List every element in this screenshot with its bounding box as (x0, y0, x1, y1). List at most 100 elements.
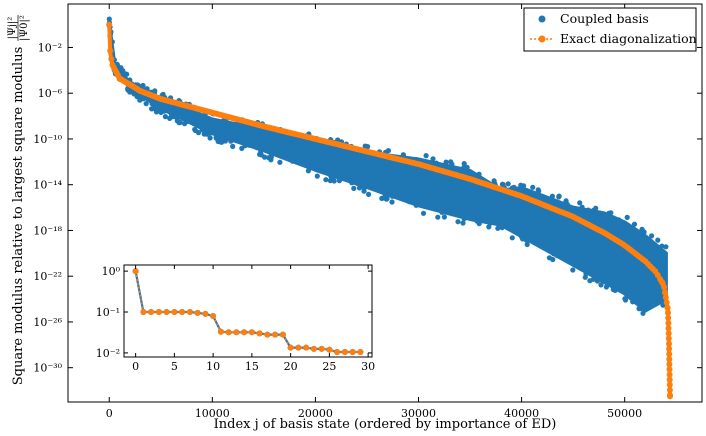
coupled-basis-point (463, 191, 469, 197)
coupled-basis-point (476, 221, 482, 227)
coupled-basis-point (384, 158, 390, 164)
coupled-basis-point (486, 224, 492, 230)
coupled-basis-point (247, 132, 253, 138)
y-tick-label: 10⁻³⁰ (33, 362, 62, 375)
coupled-basis-point (471, 213, 477, 219)
coupled-basis-point (653, 294, 659, 300)
coupled-basis-point (511, 184, 517, 190)
coupled-basis-point (603, 284, 610, 290)
coupled-basis-point (194, 114, 200, 120)
inset-exact-diagonalization-point (256, 330, 263, 337)
main-plot: 0 10000 20000 30000 40000 50000 10⁻² 10⁻⁶ 10⁻¹⁰… (33, 3, 703, 420)
coupled-basis-point (321, 147, 327, 153)
coupled-basis-point (370, 178, 376, 184)
coupled-basis-point (593, 260, 599, 266)
coupled-basis-point (219, 135, 225, 141)
coupled-basis-point (570, 206, 576, 212)
inset-exact-diagonalization-point (148, 309, 155, 315)
exact-diagonalization-point (665, 335, 672, 342)
coupled-basis-point (640, 310, 646, 316)
coupled-basis-point (450, 184, 456, 190)
coupled-basis-point (317, 142, 323, 148)
coupled-basis-point (641, 229, 647, 235)
coupled-basis-point (348, 176, 354, 182)
coupled-basis-point (455, 219, 461, 225)
coupled-basis-point (581, 244, 587, 250)
coupled-basis-point (394, 181, 400, 187)
coupled-basis-point (571, 241, 577, 247)
coupled-basis-point (398, 168, 404, 174)
coupled-basis-point (355, 173, 361, 179)
coupled-basis-point (530, 220, 536, 226)
coupled-basis-point (621, 264, 627, 270)
coupled-basis-point (500, 218, 506, 224)
coupled-basis-point (332, 168, 338, 174)
coupled-basis-point (167, 109, 173, 115)
inset-exact-diagonalization-line (134, 270, 361, 353)
coupled-basis-point (323, 177, 329, 183)
coupled-basis-point (374, 183, 380, 189)
exact-diagonalization-point (663, 299, 670, 306)
coupled-basis-point (618, 253, 624, 259)
coupled-basis-point (587, 227, 593, 234)
y-tick-label: 10⁻² (38, 41, 62, 54)
coupled-basis-point (389, 199, 395, 205)
coupled-basis-point (374, 172, 380, 178)
coupled-basis-point (309, 164, 315, 171)
coupled-basis-point (476, 171, 482, 177)
coupled-basis-point (496, 214, 502, 221)
coupled-basis-point (355, 162, 362, 168)
coupled-basis-point (315, 151, 321, 157)
coupled-basis-point (599, 239, 605, 245)
coupled-basis-point (320, 162, 326, 168)
coupled-basis-point (258, 152, 264, 158)
coupled-basis-point (420, 210, 427, 216)
exact-diagonalization-point (666, 366, 673, 373)
coupled-basis-point (568, 223, 574, 229)
coupled-basis-point (383, 165, 389, 171)
exact-diagonalization-point (108, 56, 115, 62)
coupled-basis-point (499, 225, 505, 231)
y-tick-label: 10⁻¹⁰ (33, 133, 62, 146)
coupled-basis-point (361, 161, 367, 168)
coupled-basis-point (494, 197, 500, 203)
coupled-basis-point (624, 255, 630, 261)
inset-exact-diagonalization-point (248, 329, 255, 336)
coupled-basis-point (535, 187, 541, 193)
inset-y-tick-label: 10⁻² (96, 347, 120, 360)
coupled-basis-point (362, 176, 368, 182)
coupled-basis-point (398, 174, 404, 180)
x-tick-label: 30000 (401, 407, 436, 420)
coupled-basis-point (514, 229, 520, 235)
coupled-basis-point (222, 125, 228, 131)
coupled-basis-point (477, 212, 483, 218)
coupled-basis-point (554, 253, 560, 259)
exact-diagonalization-point (107, 47, 114, 54)
coupled-basis-point (505, 181, 511, 187)
coupled-basis-point (562, 201, 568, 207)
inset-exact-diagonalization-point (303, 344, 310, 351)
coupled-basis-point (633, 236, 640, 242)
coupled-basis-point (496, 201, 502, 207)
inset-exact-diagonalization-point (194, 309, 201, 316)
exact-diagonalization-point (658, 278, 665, 285)
coupled-basis-point (553, 225, 559, 231)
coupled-basis-point (314, 173, 320, 179)
inset-exact-diagonalization-point (279, 331, 286, 338)
inset-plot: 0 5 10 15 20 25 30 10⁰ 10⁻¹ 10⁻² (96, 264, 375, 373)
x-axis-label: Index j of basis state (ordered by impor… (214, 417, 557, 432)
coupled-basis-point (308, 143, 314, 149)
coupled-basis-point (537, 207, 543, 213)
coupled-basis-point (602, 213, 608, 219)
coupled-basis-point (597, 251, 604, 258)
coupled-basis-point (661, 270, 667, 276)
coupled-basis-point (309, 155, 315, 161)
coupled-basis-point (209, 123, 215, 129)
coupled-basis-point (299, 146, 305, 153)
coupled-basis-point (612, 271, 618, 278)
coupled-basis-point (388, 182, 394, 188)
exact-diagonalization-point (666, 387, 673, 393)
coupled-basis-point (154, 102, 160, 108)
coupled-basis-point (349, 172, 355, 178)
coupled-basis-point (233, 124, 240, 130)
